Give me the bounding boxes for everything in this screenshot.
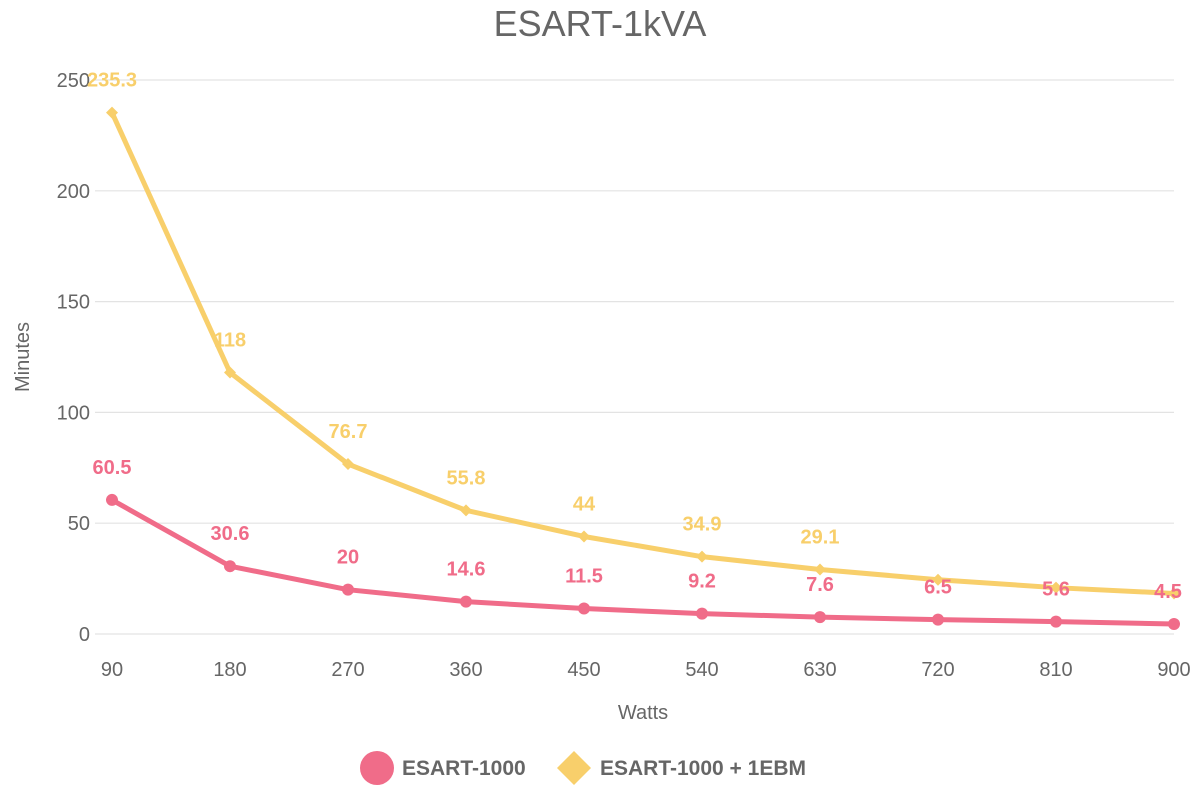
x-tick-label: 90 [101, 659, 123, 681]
data-point[interactable] [1050, 615, 1062, 628]
y-tick-label: 0 [79, 624, 90, 646]
data-label: 76.7 [329, 421, 368, 443]
legend-item-esart-1000-1ebm[interactable]: ESART-1000 + 1EBM [557, 751, 806, 785]
data-labels: 60.5 30.6 20 14.6 11.5 9.2 7.6 6.5 5.6 4.5 235.3 11… [87, 70, 1182, 603]
data-label: 6.5 [924, 577, 952, 599]
legend-item-esart-1000[interactable]: ESART-1000 [360, 751, 526, 785]
x-tick-label: 270 [331, 659, 364, 681]
x-tick-label: 540 [685, 659, 718, 681]
data-point[interactable] [578, 530, 590, 543]
chart-title: ESART-1kVA [494, 3, 707, 44]
data-point[interactable] [1050, 581, 1062, 594]
data-label: 60.5 [93, 457, 132, 479]
data-label: 11.5 [565, 566, 603, 588]
data-label: 29.1 [801, 527, 840, 549]
y-axis-label: Minutes [12, 322, 34, 392]
legend-circle-marker [360, 751, 394, 785]
data-label: 55.8 [447, 467, 486, 489]
x-tick-label: 360 [449, 659, 482, 681]
data-label: 20 [337, 547, 359, 569]
data-label: 118 [214, 330, 246, 352]
data-point[interactable] [106, 493, 118, 506]
x-axis-label: Watts [618, 702, 668, 724]
data-label: 5.6 [1042, 579, 1070, 601]
y-tick-label: 50 [68, 513, 90, 535]
data-point[interactable] [932, 613, 944, 626]
y-tick-label: 250 [57, 70, 90, 92]
legend-diamond-marker [557, 751, 591, 785]
x-tick-label: 900 [1157, 659, 1190, 681]
x-tick-label: 720 [921, 659, 954, 681]
data-point[interactable] [342, 458, 354, 471]
legend[interactable]: ESART-1000 ESART-1000 + 1EBM [360, 751, 806, 785]
data-point[interactable] [106, 106, 118, 119]
data-point[interactable] [342, 583, 354, 596]
gridlines [95, 79, 1174, 635]
series [106, 106, 1180, 631]
legend-label: ESART-1000 + 1EBM [600, 757, 806, 780]
legend-label: ESART-1000 [402, 757, 526, 780]
data-label: 7.6 [806, 574, 834, 596]
y-tick-label: 200 [57, 181, 90, 203]
data-label: 9.2 [688, 571, 716, 593]
x-tick-label: 810 [1039, 659, 1072, 681]
data-point[interactable] [814, 611, 826, 624]
data-label: 30.6 [211, 523, 250, 545]
series-line [109, 110, 1177, 596]
data-point[interactable] [460, 595, 472, 608]
series-1 [106, 106, 1180, 600]
data-point[interactable] [460, 504, 472, 517]
data-label: 34.9 [683, 514, 722, 536]
data-label: 14.6 [447, 559, 486, 581]
data-point[interactable] [224, 366, 236, 379]
x-tick-label: 180 [213, 659, 246, 681]
data-label: 44 [573, 493, 596, 515]
data-point[interactable] [696, 607, 708, 620]
data-point[interactable] [696, 550, 708, 563]
data-point[interactable] [932, 573, 944, 586]
y-tick-label: 100 [57, 402, 90, 424]
x-tick-label: 450 [567, 659, 600, 681]
x-axis-ticks: 90 180 270 360 450 540 630 720 810 900 [101, 659, 1191, 681]
data-point[interactable] [1168, 618, 1180, 631]
data-point[interactable] [1168, 587, 1180, 600]
series-0 [106, 493, 1180, 631]
data-point[interactable] [814, 563, 826, 576]
x-tick-label: 630 [803, 659, 836, 681]
y-tick-label: 150 [57, 292, 90, 314]
data-point[interactable] [224, 560, 236, 573]
data-label: 4.5 [1154, 581, 1182, 603]
series-line [109, 497, 1177, 627]
data-label: 235.3 [87, 70, 137, 92]
data-point[interactable] [578, 602, 590, 615]
y-axis-ticks: 0 50 100 150 200 250 [57, 70, 90, 646]
